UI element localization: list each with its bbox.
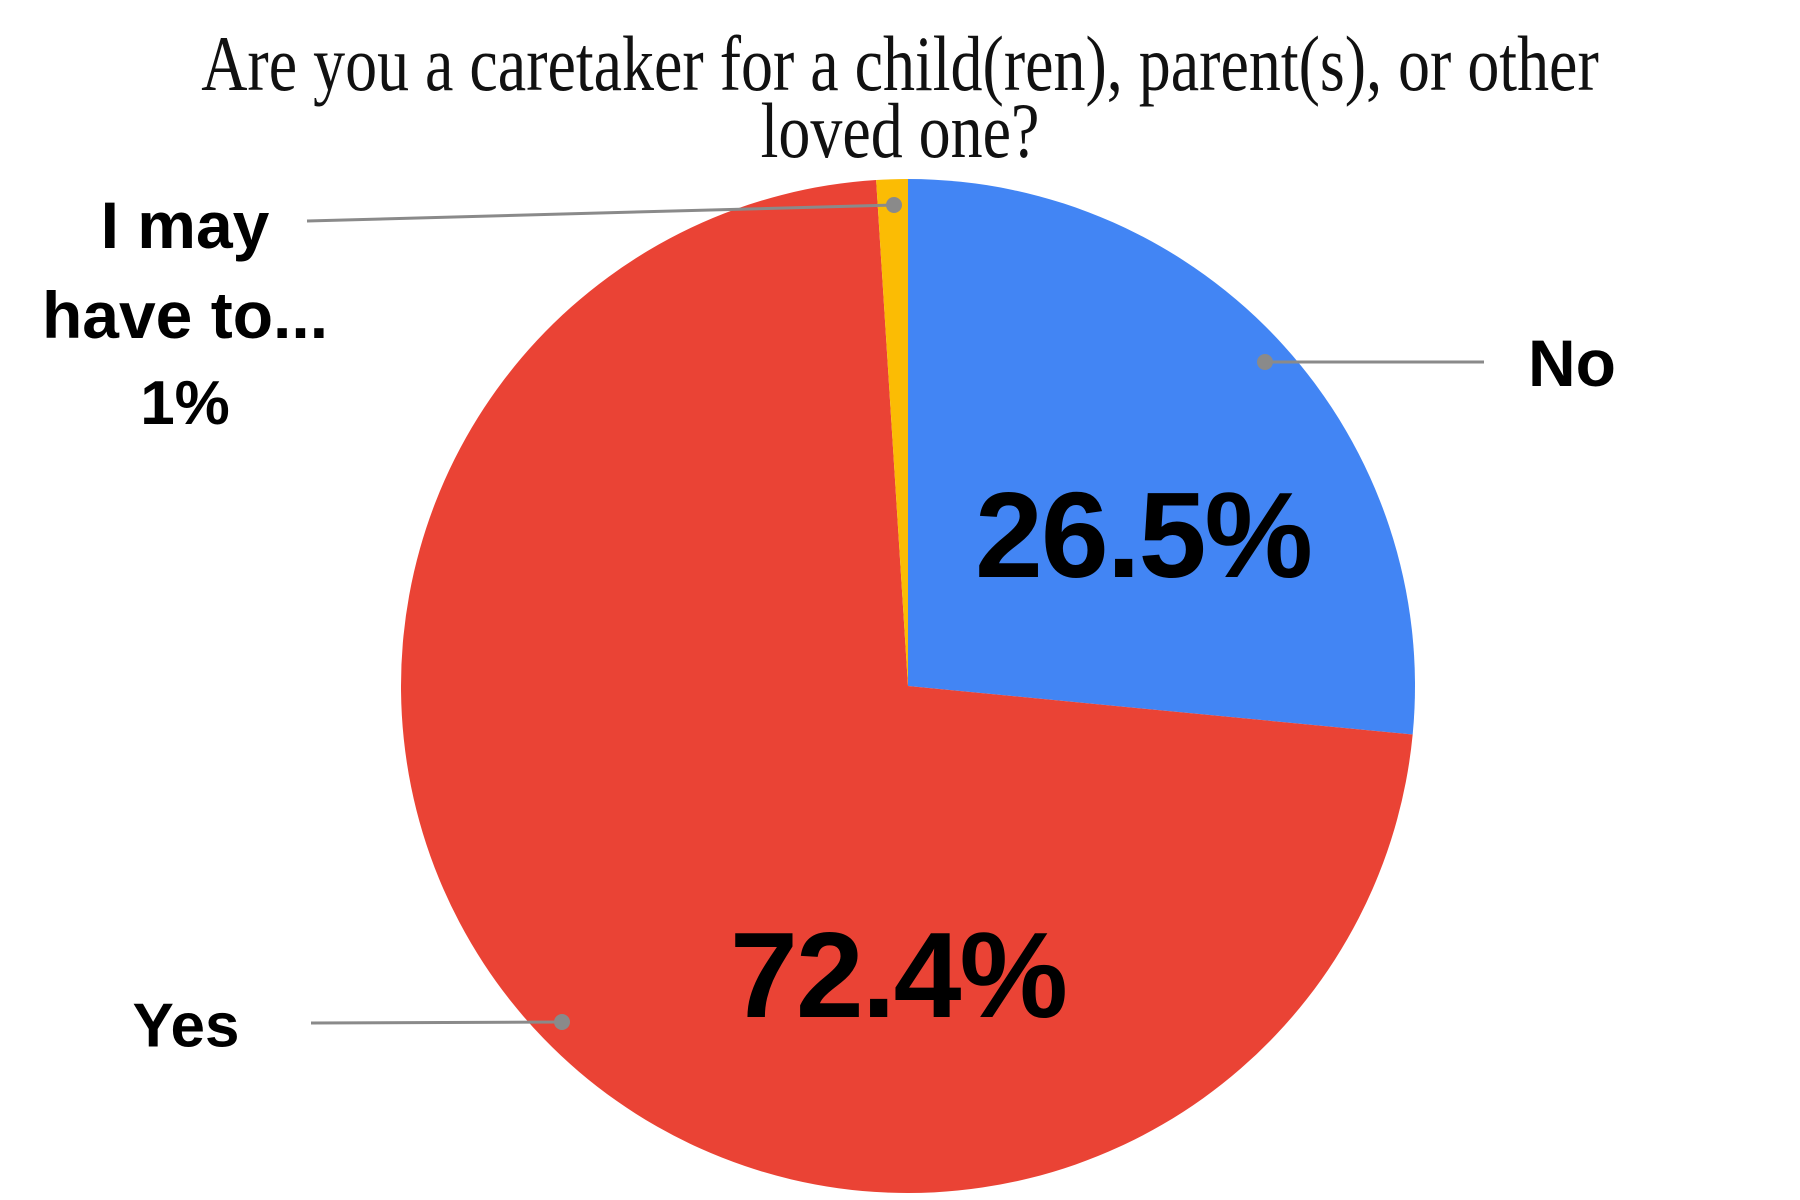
pie-slice-i-may-have-to	[876, 179, 908, 686]
chart-title-line-2: loved one?	[760, 87, 1040, 174]
slice-label-no: No	[1528, 326, 1616, 400]
slice-label-i-may-have-to-line-1: I may	[100, 188, 270, 262]
pie-slice-yes	[401, 180, 1413, 1193]
slice-label-i-may-have-to-line-2: have to...	[41, 278, 329, 352]
leader-dot-i-may-have-to	[886, 197, 902, 213]
data-label-yes: 72.4%	[730, 907, 1068, 1043]
leader-line-i-may-have-to	[306, 203, 895, 223]
leader-dot-no	[1257, 354, 1273, 370]
slice-label-i-may-have-to: I may have to... 1%	[35, 180, 335, 448]
data-label-no: 26.5%	[975, 467, 1313, 603]
slice-label-yes: Yes	[132, 991, 240, 1061]
pie-slice-no	[908, 179, 1415, 735]
leader-dot-yes	[554, 1014, 570, 1030]
chart-title-line-1: Are you a caretaker for a child(ren), pa…	[201, 20, 1599, 107]
leader-line-yes	[310, 1020, 563, 1025]
chart-title: Are you a caretaker for a child(ren), pa…	[0, 20, 1800, 174]
data-label-i-may-have-to: 1%	[140, 369, 230, 438]
